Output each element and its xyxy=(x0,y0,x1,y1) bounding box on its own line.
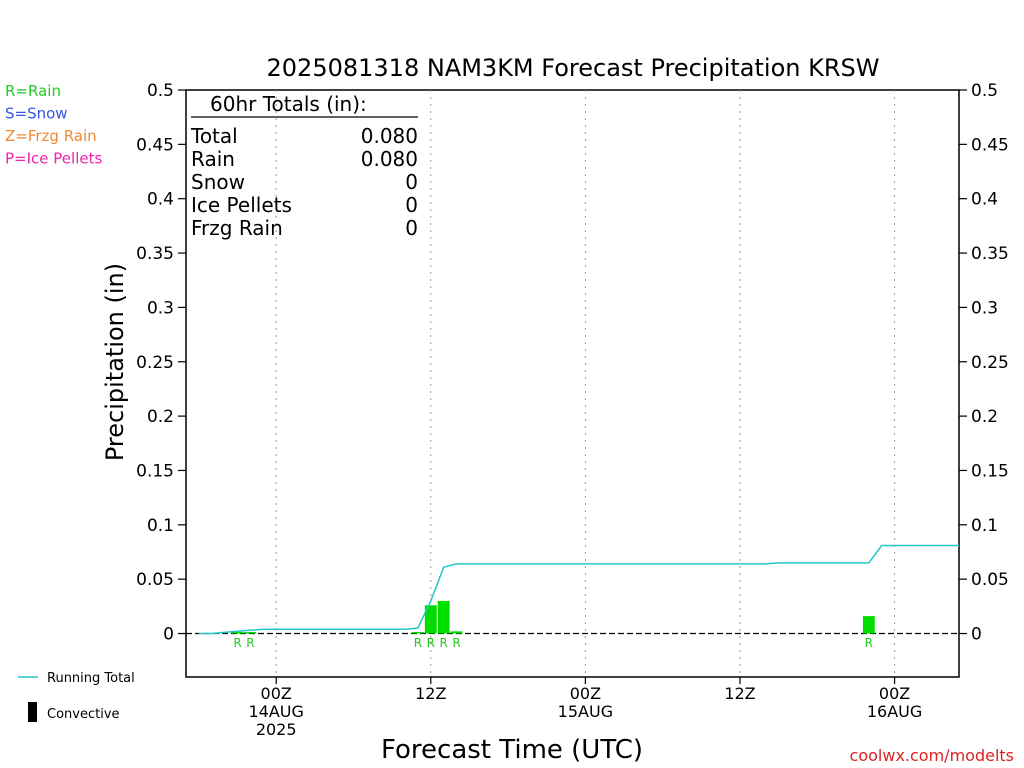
x-tick-label: 12Z xyxy=(724,684,755,703)
precip-bar xyxy=(450,631,463,634)
ptype-legend-item: P=Ice Pellets xyxy=(5,150,102,168)
y-tick-label-right: 0.45 xyxy=(971,135,1009,155)
grid-layer xyxy=(186,90,959,677)
totals-row-value: 0 xyxy=(405,193,418,217)
precip-bar xyxy=(424,605,437,634)
y-tick-label-left: 0.45 xyxy=(136,135,174,155)
ptype-legend: R=Rain S=Snow Z=Frzg Rain P=Ice Pellets xyxy=(5,82,102,168)
y-tick-label-right: 0.2 xyxy=(971,407,998,427)
y-tick-label-left: 0.35 xyxy=(136,244,174,264)
convective-legend-swatch xyxy=(28,702,37,722)
y-tick-label-left: 0.2 xyxy=(147,407,174,427)
bottom-legend: Running Total Convective xyxy=(18,671,135,722)
y-tick-label-left: 0.5 xyxy=(147,81,174,101)
ptype-marker: R xyxy=(414,636,422,650)
totals-row-label: Ice Pellets xyxy=(191,193,292,217)
running-total-legend-label: Running Total xyxy=(47,671,135,686)
ptype-legend-item: R=Rain xyxy=(5,82,61,100)
running-total-layer xyxy=(198,544,959,635)
x-axis-label: Forecast Time (UTC) xyxy=(381,735,643,765)
y-tick-label-left: 0.4 xyxy=(147,190,174,210)
y-tick-label-right: 0 xyxy=(971,625,982,645)
ptype-marker: R xyxy=(452,636,460,650)
ptype-marker: R xyxy=(865,636,873,650)
precip-bar xyxy=(862,616,875,634)
x-tick-label: 15AUG xyxy=(558,702,613,721)
y-tick-label-left: 0.25 xyxy=(136,353,174,373)
ptype-marker: R xyxy=(233,636,241,650)
ptype-marker: R xyxy=(246,636,254,650)
y-tick-label-left: 0.05 xyxy=(136,570,174,590)
x-tick-label: 00Z xyxy=(261,684,292,703)
ptype-legend-item: S=Snow xyxy=(5,105,68,123)
x-tick-label: 12Z xyxy=(415,684,446,703)
totals-box: 60hr Totals (in): Total 0.080 Rain 0.080 Sno… xyxy=(190,92,418,240)
y-tick-label-right: 0.35 xyxy=(971,244,1009,264)
y-axis-label: Precipitation (in) xyxy=(101,263,129,461)
ptype-legend-item: Z=Frzg Rain xyxy=(5,127,97,145)
y-tick-label-left: 0.1 xyxy=(147,516,174,536)
precip-bars xyxy=(231,600,875,634)
y-tick-label-right: 0.5 xyxy=(971,81,998,101)
watermark: coolwx.com/modelts xyxy=(850,746,1014,765)
convective-legend-label: Convective xyxy=(47,707,120,722)
precip-bar xyxy=(411,632,424,634)
chart-title: 2025081318 NAM3KM Forecast Precipitation… xyxy=(267,54,880,82)
y-tick-label-right: 0.1 xyxy=(971,516,998,536)
ptype-marker: R xyxy=(427,636,435,650)
precip-bar xyxy=(244,632,257,634)
x-tick-label: 16AUG xyxy=(867,702,922,721)
x-tick-label: 00Z xyxy=(570,684,601,703)
y-tick-label-right: 0.05 xyxy=(971,570,1009,590)
totals-row-value: 0 xyxy=(405,216,418,240)
totals-row-label: Rain xyxy=(191,147,235,171)
y-tick-label-left: 0 xyxy=(163,625,174,645)
precip-bar xyxy=(437,600,450,634)
y-tick-label-right: 0.3 xyxy=(971,298,998,318)
totals-row-label: Snow xyxy=(191,170,245,194)
x-tick-label: 14AUG xyxy=(248,702,303,721)
y-tick-label-right: 0.25 xyxy=(971,353,1009,373)
y-tick-label-right: 0.15 xyxy=(971,461,1009,481)
totals-row-value: 0.080 xyxy=(361,124,418,148)
x-tick-label: 2025 xyxy=(256,720,297,739)
y-tick-label-left: 0.15 xyxy=(136,461,174,481)
y-tick-label-left: 0.3 xyxy=(147,298,174,318)
ptype-marker: R xyxy=(439,636,447,650)
totals-header: 60hr Totals (in): xyxy=(210,92,367,116)
plot-frame xyxy=(185,89,960,678)
x-tick-label: 00Z xyxy=(879,684,910,703)
totals-row-value: 0.080 xyxy=(361,147,418,171)
y-axis-ticks: 0 00.05 0.050.1 0.10.15 0.150.2 0.20.25 0.250.… xyxy=(136,81,1009,645)
precip-bar xyxy=(231,632,244,634)
y-tick-label-right: 0.4 xyxy=(971,190,998,210)
totals-row-label: Frzg Rain xyxy=(191,216,283,240)
totals-row-value: 0 xyxy=(405,170,418,194)
totals-row-label: Total xyxy=(190,124,238,148)
running-total-line xyxy=(198,544,959,635)
